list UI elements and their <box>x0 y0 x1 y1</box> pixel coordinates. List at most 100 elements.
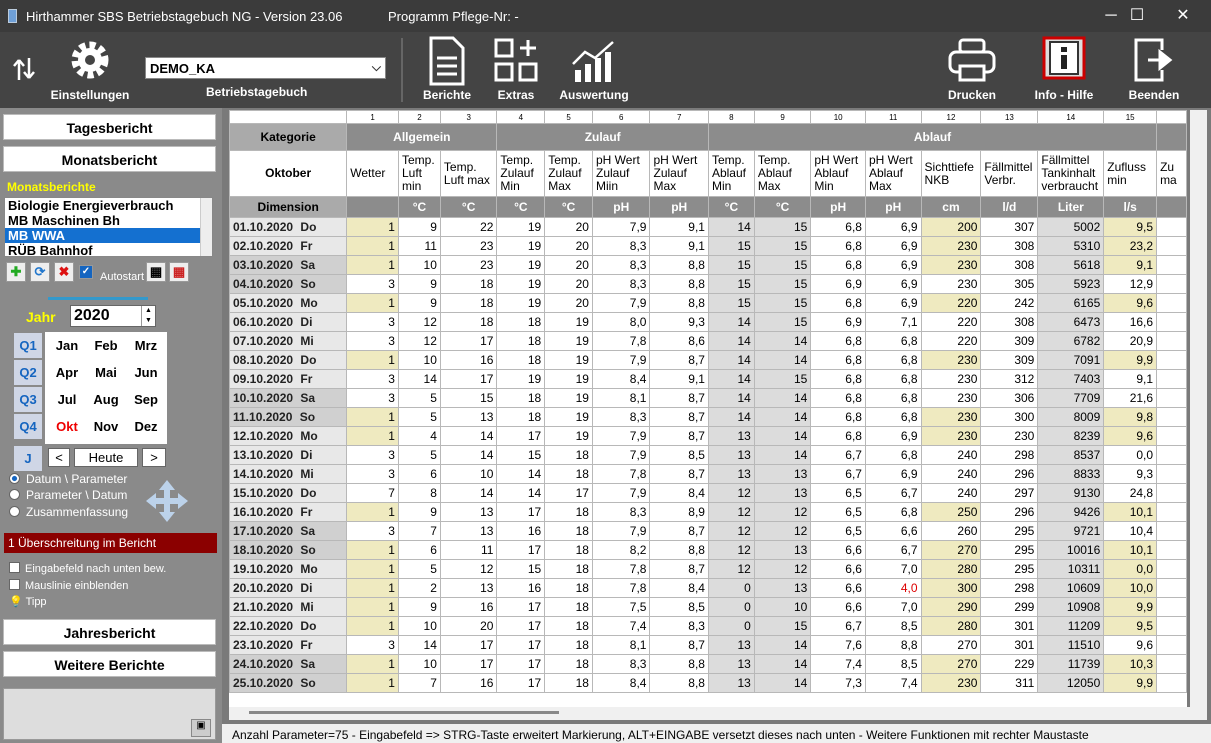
parameter-header[interactable]: pH Wert Zulauf Max <box>649 150 709 197</box>
data-cell[interactable]: 6473 <box>1037 312 1105 332</box>
quarter-q2[interactable]: Q2 <box>14 360 42 385</box>
data-cell[interactable]: 19 <box>544 369 593 389</box>
date-cell[interactable]: 11.10.2020 So <box>229 407 348 427</box>
date-cell[interactable]: 21.10.2020 Mi <box>229 597 348 617</box>
data-cell[interactable]: 15 <box>707 236 755 256</box>
data-cell[interactable]: 1 <box>346 578 399 598</box>
data-cell[interactable]: 6,7 <box>810 464 866 484</box>
data-cell[interactable]: 23,2 <box>1103 236 1158 256</box>
data-cell[interactable]: 8,8 <box>649 293 709 313</box>
data-cell[interactable]: 8,4 <box>649 483 709 503</box>
data-cell[interactable] <box>1156 388 1187 408</box>
list-scrollbar[interactable] <box>200 198 212 256</box>
data-cell[interactable]: 8,7 <box>649 388 709 408</box>
data-cell[interactable] <box>1156 597 1187 617</box>
data-cell[interactable]: 9,1 <box>649 369 709 389</box>
data-cell[interactable]: 295 <box>980 521 1039 541</box>
data-cell[interactable]: 9,5 <box>1103 217 1158 237</box>
data-cell[interactable]: 3 <box>346 445 399 465</box>
data-cell[interactable]: 9,1 <box>1103 369 1158 389</box>
data-cell[interactable]: 19 <box>496 369 546 389</box>
data-cell[interactable]: 8,8 <box>649 255 709 275</box>
date-cell[interactable]: 15.10.2020 Do <box>229 483 348 503</box>
data-cell[interactable]: 6 <box>397 464 441 484</box>
data-cell[interactable]: 6,8 <box>810 236 866 256</box>
data-cell[interactable]: 12 <box>707 483 755 503</box>
date-cell[interactable]: 22.10.2020 Do <box>229 616 348 636</box>
list-item[interactable]: Biologie Energieverbrauch <box>8 198 174 213</box>
data-cell[interactable]: 298 <box>980 578 1039 598</box>
year-j[interactable]: J <box>14 446 42 471</box>
minimize-button[interactable]: ─ <box>1105 7 1117 24</box>
data-cell[interactable]: 9,6 <box>1103 293 1158 313</box>
extras-button[interactable]: Extras <box>486 32 546 108</box>
data-cell[interactable]: 2 <box>397 578 441 598</box>
data-cell[interactable] <box>1156 654 1187 674</box>
list-item[interactable]: RÜB Bahnhof <box>8 243 93 257</box>
data-cell[interactable]: 12 <box>707 540 755 560</box>
data-cell[interactable]: 18 <box>496 312 546 332</box>
month-feb[interactable]: Feb <box>94 338 118 353</box>
data-cell[interactable]: 9 <box>397 597 441 617</box>
date-cell[interactable]: 25.10.2020 So <box>229 673 348 693</box>
data-cell[interactable]: 230 <box>920 369 982 389</box>
data-cell[interactable]: 13 <box>753 578 812 598</box>
data-cell[interactable]: 8 <box>397 483 441 503</box>
data-cell[interactable]: 8,3 <box>591 407 651 427</box>
data-cell[interactable] <box>1156 464 1187 484</box>
add-icon[interactable]: ✚ <box>6 262 26 282</box>
data-cell[interactable]: 5 <box>397 407 441 427</box>
data-cell[interactable]: 10,1 <box>1103 502 1158 522</box>
month-nov[interactable]: Nov <box>93 419 119 434</box>
data-cell[interactable] <box>1156 559 1187 579</box>
close-button[interactable]: ✕ <box>1176 7 1190 24</box>
data-cell[interactable]: 18 <box>544 578 593 598</box>
data-cell[interactable]: 18 <box>496 331 546 351</box>
data-cell[interactable]: 230 <box>920 388 982 408</box>
data-cell[interactable]: 6,9 <box>864 217 922 237</box>
month-dez[interactable]: Dez <box>134 419 158 434</box>
data-cell[interactable]: 8,7 <box>649 521 709 541</box>
date-cell[interactable]: 08.10.2020 Do <box>229 350 348 370</box>
data-cell[interactable]: 9426 <box>1037 502 1105 522</box>
data-cell[interactable]: 8,2 <box>591 540 651 560</box>
data-cell[interactable]: 7,4 <box>591 616 651 636</box>
data-cell[interactable]: 270 <box>920 540 982 560</box>
data-cell[interactable]: 14 <box>753 331 812 351</box>
data-cell[interactable]: 8,3 <box>591 236 651 256</box>
data-cell[interactable]: 6,9 <box>810 274 866 294</box>
data-cell[interactable]: 19 <box>496 217 546 237</box>
data-cell[interactable]: 3 <box>346 521 399 541</box>
month-mai[interactable]: Mai <box>95 365 117 380</box>
data-cell[interactable]: 14 <box>753 388 812 408</box>
parameter-header[interactable]: Temp. Luft max <box>439 150 498 197</box>
data-cell[interactable]: 312 <box>980 369 1039 389</box>
month-aug[interactable]: Aug <box>93 392 119 407</box>
data-cell[interactable]: 8,6 <box>649 331 709 351</box>
data-cell[interactable]: 8,3 <box>591 274 651 294</box>
data-cell[interactable]: 8,5 <box>864 654 922 674</box>
horizontal-scrollbar[interactable] <box>229 707 1207 720</box>
date-cell[interactable]: 02.10.2020 Fr <box>229 236 348 256</box>
data-cell[interactable]: 18 <box>544 559 593 579</box>
data-cell[interactable]: 7,8 <box>591 578 651 598</box>
data-cell[interactable]: 9,6 <box>1103 635 1158 655</box>
data-cell[interactable]: 12 <box>397 312 441 332</box>
data-cell[interactable]: 6,7 <box>810 616 866 636</box>
sync-arrows-button[interactable] <box>6 50 42 90</box>
data-cell[interactable]: 18 <box>496 407 546 427</box>
data-cell[interactable]: 0 <box>707 597 755 617</box>
data-cell[interactable]: 19 <box>544 312 593 332</box>
data-cell[interactable]: 229 <box>980 654 1039 674</box>
berichte-button[interactable]: Berichte <box>414 32 480 108</box>
data-cell[interactable]: 17 <box>439 654 498 674</box>
data-cell[interactable]: 8,4 <box>591 369 651 389</box>
checkbox-eingabefeld[interactable]: Eingabefeld nach unten bew. <box>9 562 166 575</box>
tagesbericht-button[interactable]: Tagesbericht <box>3 114 216 140</box>
data-cell[interactable]: 8,4 <box>649 578 709 598</box>
parameter-header[interactable]: Temp. Zulauf Min <box>496 150 546 197</box>
data-cell[interactable]: 11 <box>397 236 441 256</box>
data-cell[interactable]: 6 <box>397 540 441 560</box>
data-cell[interactable]: 9,6 <box>1103 426 1158 446</box>
data-cell[interactable]: 7,9 <box>591 521 651 541</box>
